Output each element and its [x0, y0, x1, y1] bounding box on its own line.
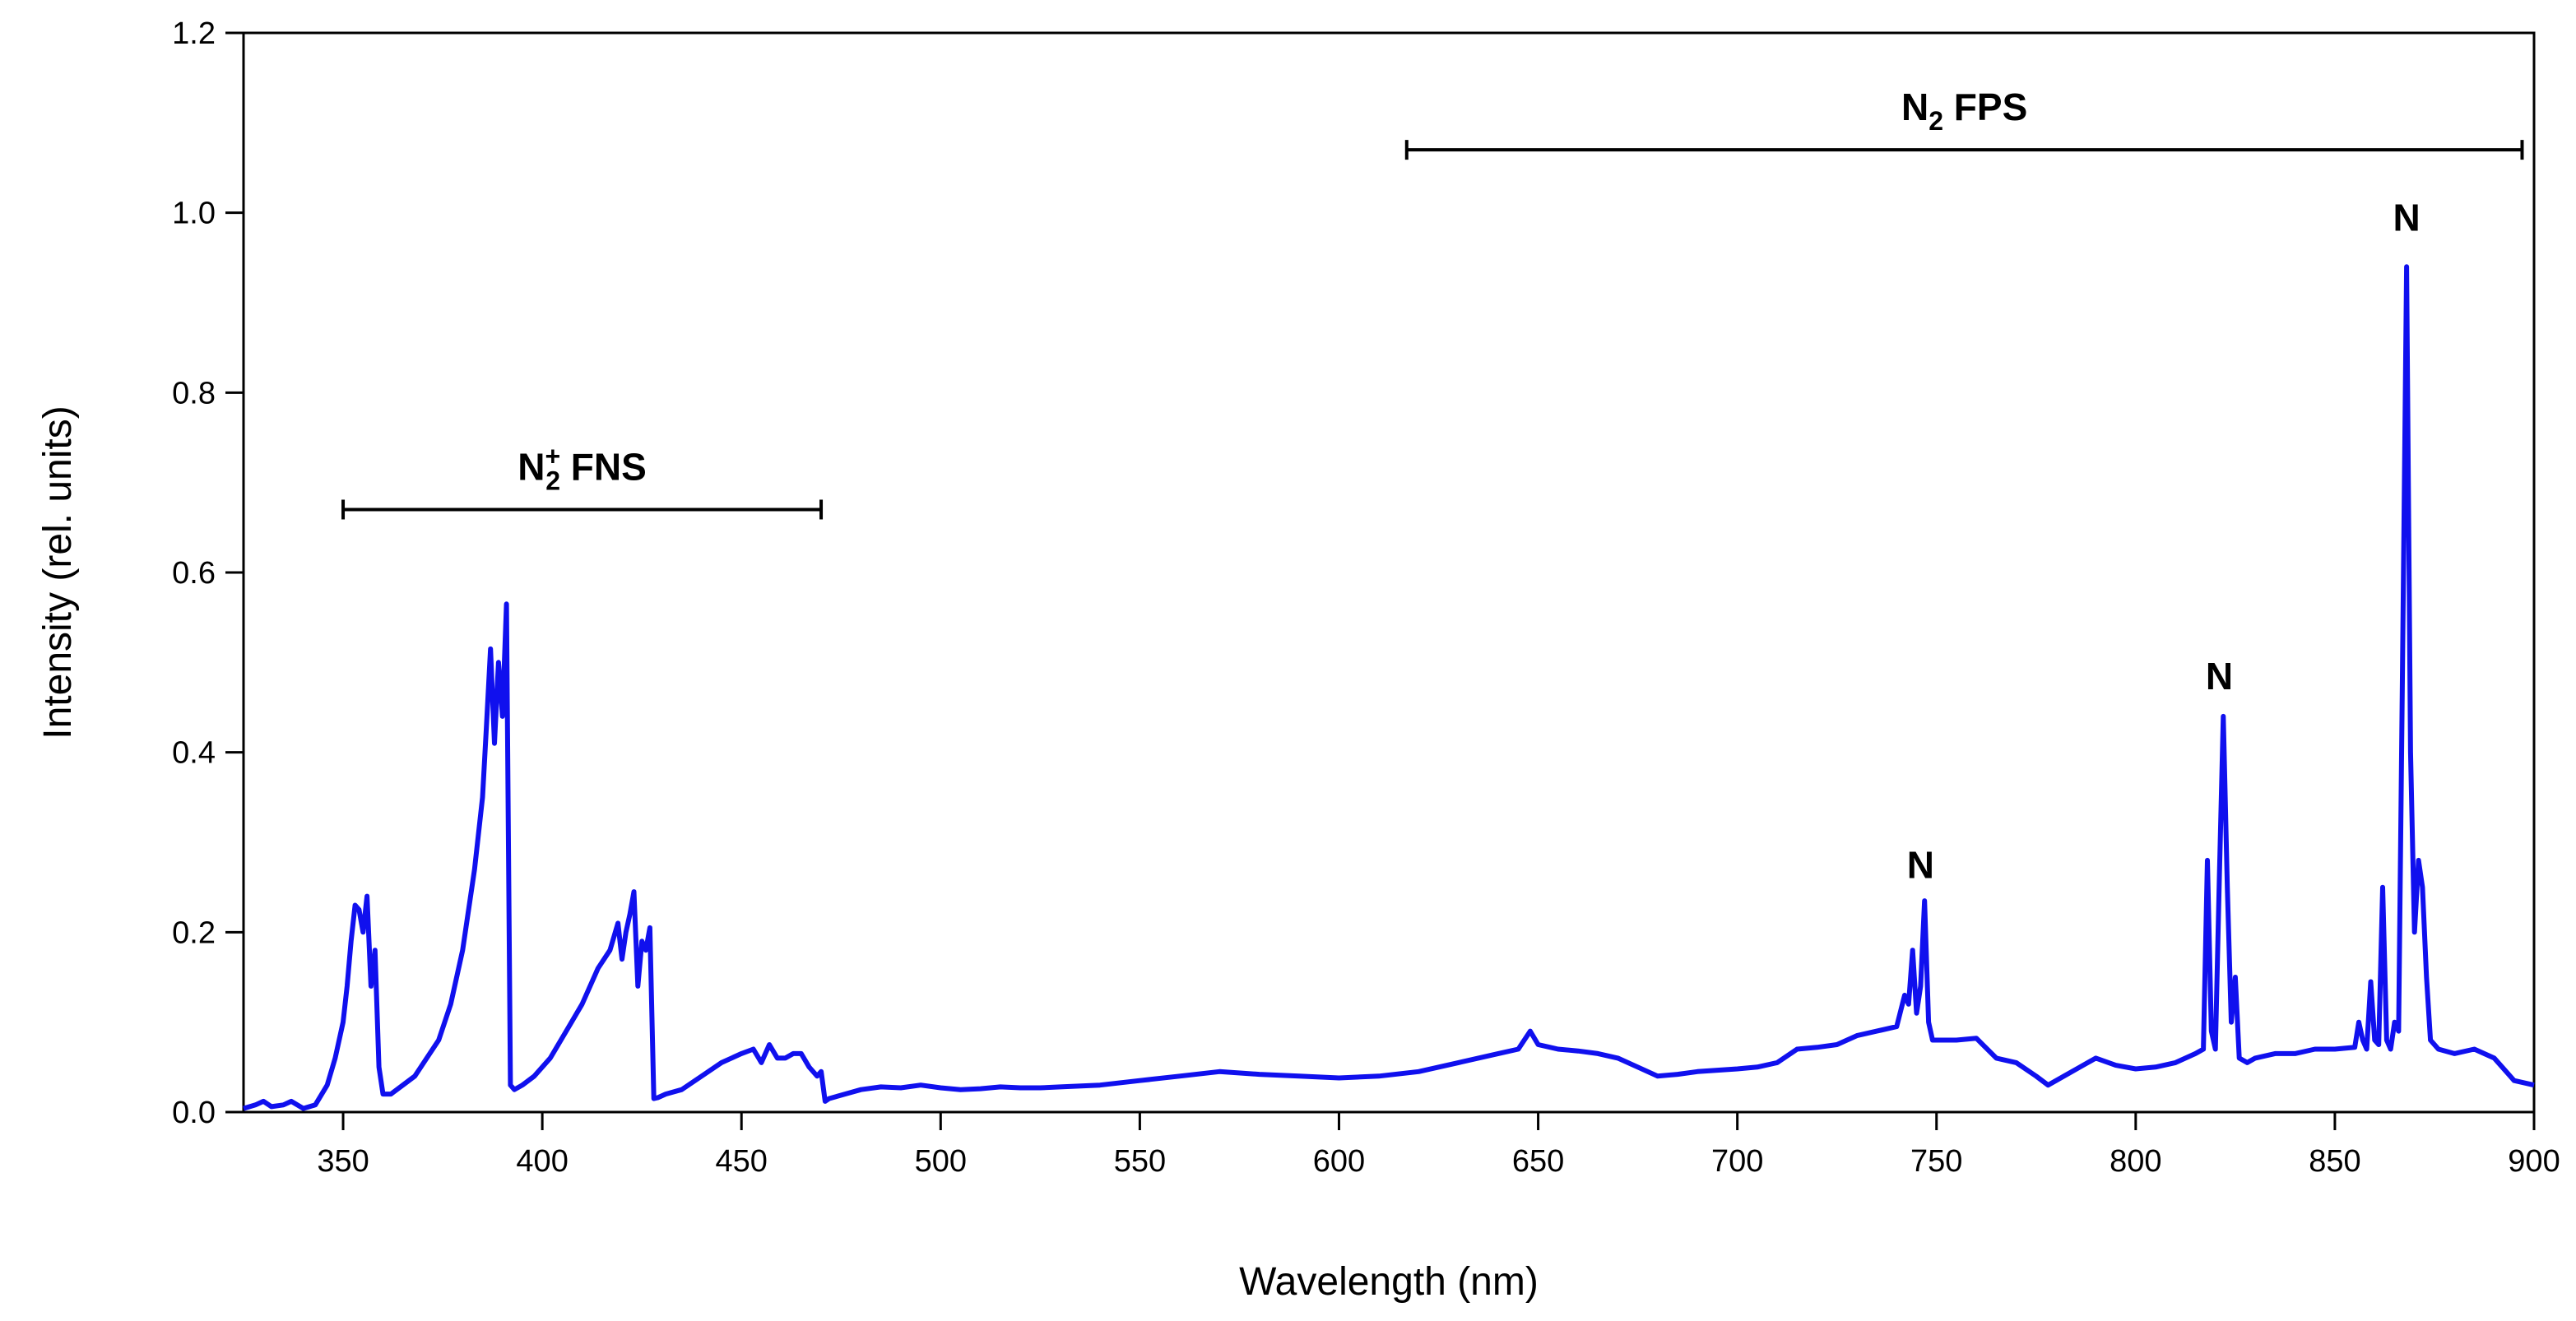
x-tick-label: 600: [1313, 1144, 1365, 1179]
peak-label-n3: N: [2393, 197, 2420, 239]
x-tick-label: 900: [2508, 1144, 2560, 1179]
y-tick-label: 0.8: [172, 376, 216, 410]
x-tick-label: 400: [516, 1144, 568, 1179]
x-tick-label: 350: [317, 1144, 369, 1179]
x-tick-label: 500: [915, 1144, 967, 1179]
x-tick-label: 550: [1114, 1144, 1166, 1179]
x-axis-title: Wavelength (nm): [1239, 1260, 1539, 1304]
spectrum-line: [243, 264, 2535, 1111]
y-tick-label: 0.2: [172, 915, 216, 950]
x-tick-label: 450: [716, 1144, 768, 1179]
y-tick-label: 0.0: [172, 1096, 216, 1130]
y-axis: 0.0 0.2 0.4 0.6 0.8 1.0 1.2: [172, 16, 244, 1130]
peak-label-n1: N: [1907, 844, 1934, 887]
y-tick-label: 0.4: [172, 736, 216, 771]
annotations: N+ 2 FNS N2 FPS N N N: [341, 86, 2524, 887]
y-tick-label: 0.6: [172, 556, 216, 591]
x-tick-label: 700: [1711, 1144, 1763, 1179]
x-tick-label: 850: [2309, 1144, 2360, 1179]
y-tick-label: 1.2: [172, 16, 216, 51]
x-tick-label: 800: [2110, 1144, 2161, 1179]
x-axis: 350 400 450 500 550 600 650 700 750 800 850 900: [317, 1112, 2560, 1179]
plot-border: [242, 31, 2536, 1114]
y-tick-label: 1.0: [172, 197, 216, 231]
x-tick-label: 650: [1512, 1144, 1564, 1179]
plot-frame: [242, 31, 2536, 1114]
band-label-fns: N+ 2 FNS: [518, 441, 647, 495]
peak-label-n2: N: [2206, 655, 2233, 698]
band-label-fps: N2 FPS: [1901, 86, 2027, 136]
y-axis-title: Intensity (rel. units): [36, 406, 80, 739]
x-tick-label: 750: [1910, 1144, 1962, 1179]
